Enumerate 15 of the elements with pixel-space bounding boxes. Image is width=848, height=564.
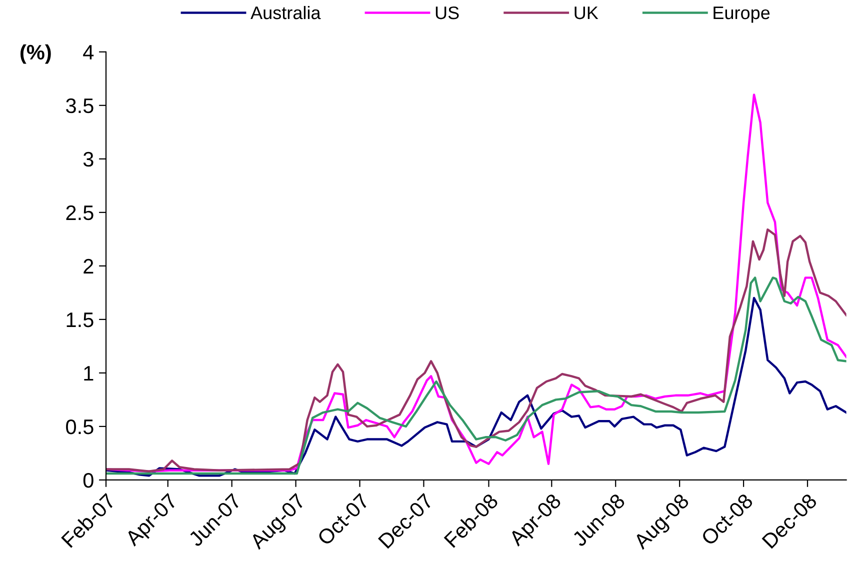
y-tick-label: 1.5 (66, 312, 94, 328)
y-tick-label: 0 (83, 472, 94, 488)
y-tick-label: 3.5 (66, 98, 94, 114)
y-tick-label: 3 (83, 152, 94, 167)
y-tick-label: 4 (83, 45, 94, 60)
line-series (106, 228, 846, 473)
legend-label: UK (574, 6, 598, 20)
y-tick-label: 0.5 (66, 419, 94, 434)
legend-label: Europe (714, 6, 770, 23)
legend-label: US (436, 6, 459, 20)
y-axis-title: (%) (20, 44, 51, 64)
y-tick-label: 1 (84, 366, 94, 380)
y-tick-label: 2.5 (66, 205, 94, 220)
legend-label: Australia (250, 6, 321, 20)
y-tick-label: 2 (84, 258, 94, 274)
